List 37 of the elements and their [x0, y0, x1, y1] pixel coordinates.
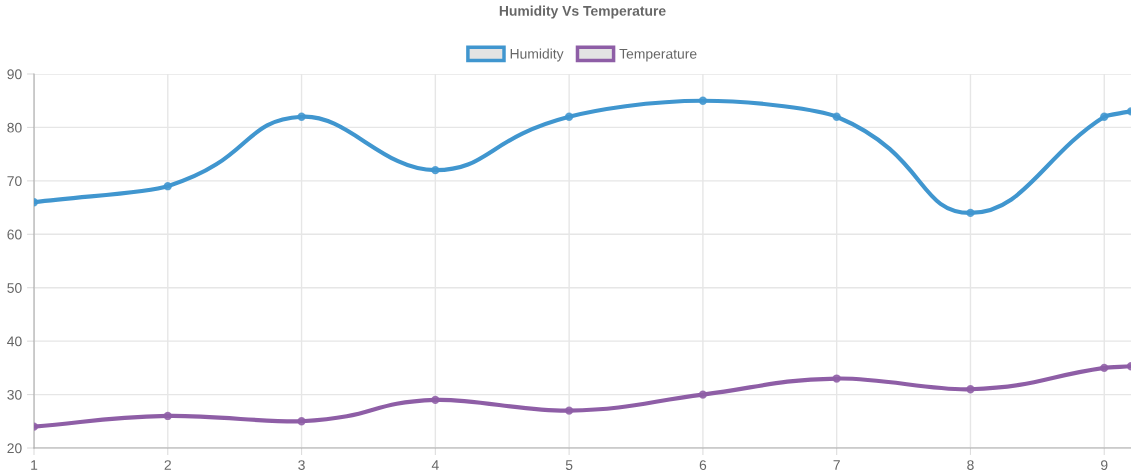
- chart-title: Humidity Vs Temperature: [499, 5, 666, 19]
- y-tick-label: 50: [7, 283, 22, 293]
- x-tick-label: 9: [1101, 460, 1108, 470]
- point: [1100, 363, 1109, 373]
- x-tick-label: 4: [431, 460, 439, 470]
- x-tick-label: 2: [164, 460, 171, 470]
- point: [698, 390, 708, 399]
- line-series: [34, 362, 1131, 431]
- point: [564, 112, 574, 121]
- x-tick-label: 7: [833, 460, 840, 470]
- point: [966, 385, 975, 394]
- point: [297, 112, 306, 121]
- y-tick-label: 70: [7, 176, 22, 187]
- point: [163, 182, 172, 191]
- point: [832, 374, 841, 383]
- legend-label: Humidity: [510, 48, 564, 62]
- point: [297, 417, 306, 426]
- x-tick-label: 1: [31, 460, 38, 470]
- y-tick-label: 90: [7, 69, 22, 80]
- point: [163, 411, 172, 421]
- legend-label: Temperature: [619, 49, 697, 62]
- y-tick-label: 60: [7, 229, 22, 240]
- point: [564, 406, 574, 415]
- y-tick-label: 20: [7, 443, 22, 454]
- y-tick-label: 40: [7, 336, 22, 347]
- x-tick-label: 8: [967, 460, 974, 470]
- point: [832, 112, 841, 121]
- x-tick-label: 5: [565, 460, 573, 470]
- point: [1100, 112, 1109, 121]
- point: [966, 208, 975, 218]
- x-tick-label: 6: [699, 460, 707, 470]
- x-tick-label: 3: [298, 460, 305, 470]
- point: [698, 96, 708, 105]
- point: [431, 166, 440, 175]
- y-tick-label: 80: [7, 122, 22, 133]
- point: [431, 395, 440, 405]
- y-tick-label: 30: [7, 389, 22, 400]
